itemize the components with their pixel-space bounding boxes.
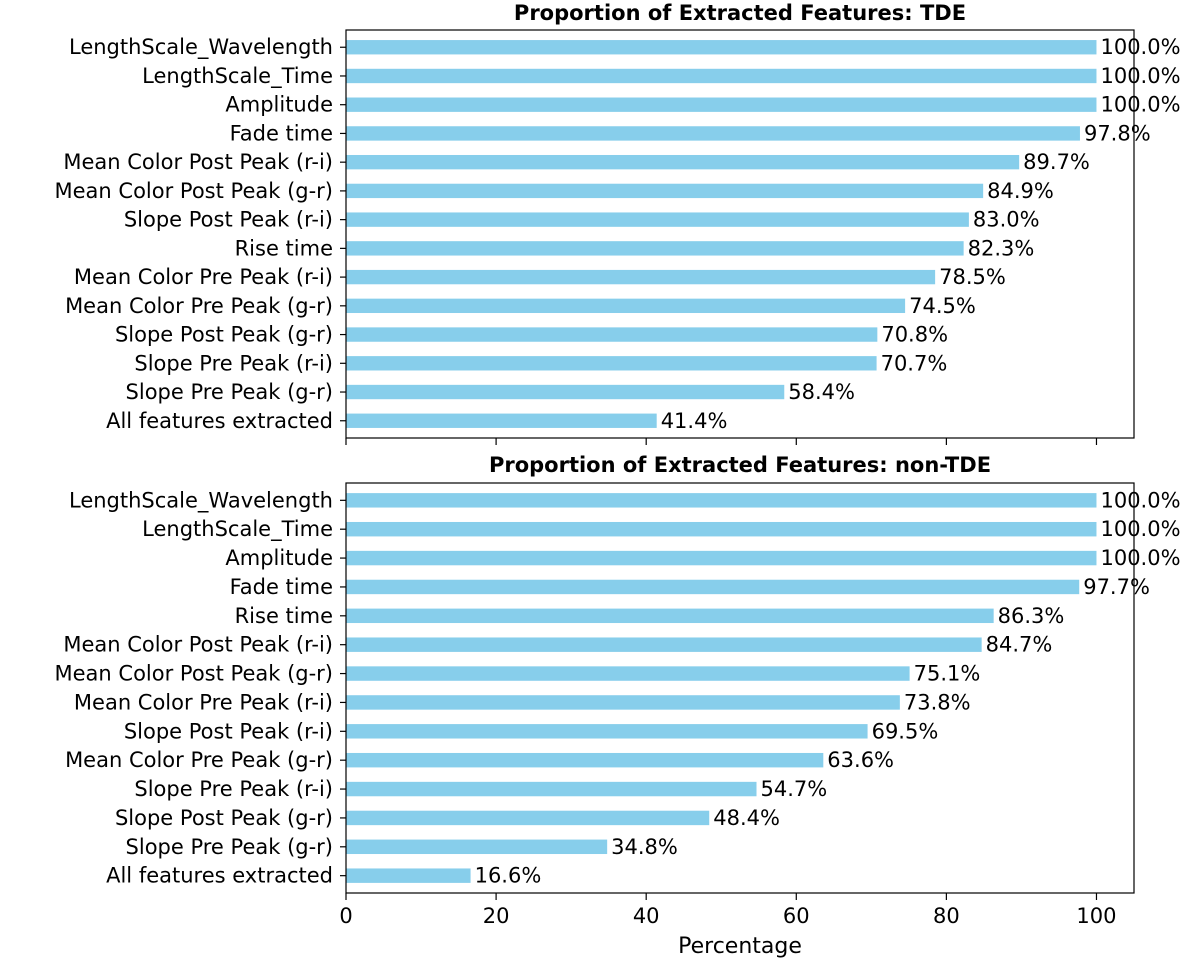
bar [346, 68, 1097, 84]
category-label: Slope Pre Peak (r-i) [134, 351, 333, 375]
bar [346, 154, 1020, 170]
data-label: 100.0% [1100, 517, 1180, 541]
category-label: Mean Color Post Peak (r-i) [63, 633, 333, 657]
bar [346, 550, 1097, 566]
category-label: LengthScale_Time [142, 64, 333, 89]
bar [346, 724, 868, 739]
data-label: 100.0% [1100, 488, 1180, 512]
x-tick-label: 40 [633, 904, 660, 928]
category-label: LengthScale_Wavelength [69, 488, 333, 513]
category-label: Mean Color Post Peak (r-i) [63, 150, 333, 174]
bar [346, 608, 994, 624]
bar [346, 241, 964, 256]
bar [346, 384, 785, 400]
bar [346, 810, 710, 826]
bar [346, 579, 1080, 595]
x-tick-label: 80 [933, 904, 960, 928]
category-label: Fade time [230, 121, 333, 145]
category-label: LengthScale_Time [142, 517, 333, 542]
category-label: Mean Color Pre Peak (g-r) [65, 748, 333, 772]
category-label: Slope Pre Peak (r-i) [134, 777, 333, 801]
category-label: Slope Pre Peak (g-r) [126, 835, 333, 859]
bar [346, 521, 1097, 537]
category-label: Slope Post Peak (g-r) [115, 806, 333, 830]
bar [346, 666, 910, 681]
bar [346, 839, 608, 855]
category-label: Mean Color Post Peak (g-r) [55, 179, 333, 203]
category-label: All features extracted [106, 864, 333, 888]
data-label: 97.8% [1084, 121, 1151, 145]
data-label: 58.4% [788, 380, 855, 404]
bar [346, 752, 824, 768]
bar [346, 356, 877, 371]
category-label: Slope Post Peak (r-i) [124, 719, 333, 743]
bar [346, 269, 936, 285]
data-label: 97.7% [1083, 575, 1150, 599]
category-label: Rise time [235, 236, 333, 260]
data-label: 70.7% [881, 351, 948, 375]
data-label: 69.5% [872, 719, 939, 743]
data-label: 41.4% [661, 409, 728, 433]
data-label: 75.1% [914, 662, 981, 686]
x-axis-label: Percentage [678, 934, 802, 959]
x-tick-label: 0 [339, 904, 352, 928]
category-label: Mean Color Pre Peak (r-i) [74, 265, 333, 289]
category-label: LengthScale_Wavelength [69, 35, 333, 60]
plot-frame [345, 29, 1135, 439]
category-label: Mean Color Pre Peak (g-r) [65, 294, 333, 318]
bar [346, 212, 969, 227]
category-label: Rise time [235, 604, 333, 628]
bar [346, 413, 657, 428]
plot-frame [345, 482, 1135, 894]
chart-title: Proportion of Extracted Features: non-TD… [489, 453, 991, 477]
bar [346, 327, 878, 342]
data-label: 54.7% [761, 777, 828, 801]
bar [346, 298, 906, 314]
data-label: 82.3% [968, 236, 1035, 260]
bar [346, 97, 1097, 112]
bar [346, 637, 982, 652]
data-label: 78.5% [939, 265, 1006, 289]
x-tick-label: 100 [1076, 904, 1116, 928]
category-label: Mean Color Post Peak (g-r) [55, 662, 333, 686]
chart-title: Proportion of Extracted Features: TDE [514, 1, 966, 25]
category-label: Slope Post Peak (g-r) [115, 323, 333, 347]
bar [346, 40, 1097, 55]
data-label: 84.9% [987, 179, 1054, 203]
data-label: 100.0% [1100, 35, 1180, 59]
data-label: 86.3% [998, 604, 1065, 628]
x-tick-label: 20 [483, 904, 510, 928]
bar [346, 183, 984, 199]
bar [346, 781, 757, 797]
category-label: All features extracted [106, 409, 333, 433]
data-label: 83.0% [973, 208, 1040, 232]
category-label: Mean Color Pre Peak (r-i) [74, 690, 333, 714]
data-label: 89.7% [1023, 150, 1090, 174]
bar [346, 126, 1080, 141]
data-label: 34.8% [611, 835, 678, 859]
data-label: 74.5% [909, 294, 976, 318]
data-label: 84.7% [986, 633, 1053, 657]
category-label: Slope Post Peak (r-i) [124, 208, 333, 232]
x-tick-label: 60 [783, 904, 810, 928]
bar [346, 695, 900, 710]
data-label: 100.0% [1100, 93, 1180, 117]
category-label: Amplitude [225, 546, 333, 570]
bar [346, 493, 1097, 508]
data-label: 100.0% [1100, 546, 1180, 570]
data-label: 48.4% [713, 806, 780, 830]
category-label: Amplitude [225, 93, 333, 117]
data-label: 16.6% [475, 864, 542, 888]
data-label: 63.6% [827, 748, 894, 772]
category-label: Fade time [230, 575, 333, 599]
data-label: 100.0% [1100, 64, 1180, 88]
category-label: Slope Pre Peak (g-r) [126, 380, 333, 404]
data-label: 73.8% [904, 690, 971, 714]
bar [346, 868, 471, 883]
data-label: 70.8% [881, 323, 948, 347]
